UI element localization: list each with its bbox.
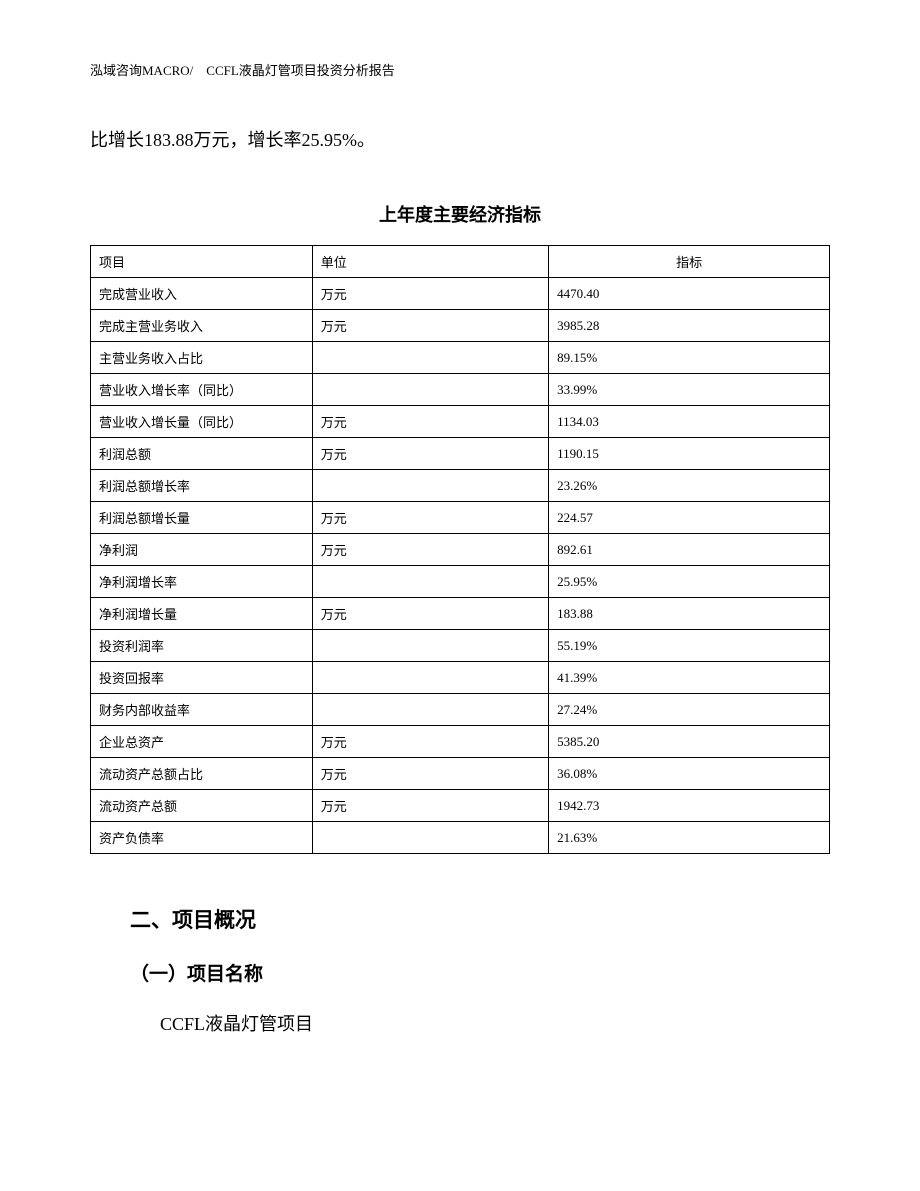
cell-unit: 万元 (312, 310, 548, 342)
cell-item: 流动资产总额占比 (91, 758, 313, 790)
table-row: 净利润万元892.61 (91, 534, 830, 566)
cell-unit: 万元 (312, 278, 548, 310)
cell-unit (312, 470, 548, 502)
col-header-item: 项目 (91, 246, 313, 278)
cell-unit (312, 630, 548, 662)
table-row: 财务内部收益率 27.24% (91, 694, 830, 726)
cell-value: 892.61 (549, 534, 830, 566)
cell-unit (312, 374, 548, 406)
table-row: 流动资产总额万元1942.73 (91, 790, 830, 822)
cell-value: 23.26% (549, 470, 830, 502)
cell-item: 净利润 (91, 534, 313, 566)
table-row: 营业收入增长量（同比）万元1134.03 (91, 406, 830, 438)
table-row: 营业收入增长率（同比） 33.99% (91, 374, 830, 406)
table-row: 资产负债率 21.63% (91, 822, 830, 854)
cell-unit (312, 822, 548, 854)
cell-unit (312, 566, 548, 598)
cell-value: 21.63% (549, 822, 830, 854)
cell-item: 完成营业收入 (91, 278, 313, 310)
cell-value: 41.39% (549, 662, 830, 694)
table-row: 投资回报率 41.39% (91, 662, 830, 694)
cell-unit: 万元 (312, 758, 548, 790)
table-row: 企业总资产万元5385.20 (91, 726, 830, 758)
section-heading: 二、项目概况 (130, 904, 830, 934)
cell-item: 营业收入增长率（同比） (91, 374, 313, 406)
cell-item: 利润总额增长量 (91, 502, 313, 534)
cell-unit: 万元 (312, 502, 548, 534)
cell-item: 流动资产总额 (91, 790, 313, 822)
cell-value: 55.19% (549, 630, 830, 662)
table-row: 主营业务收入占比 89.15% (91, 342, 830, 374)
cell-value: 1942.73 (549, 790, 830, 822)
cell-unit: 万元 (312, 406, 548, 438)
col-header-unit: 单位 (312, 246, 548, 278)
cell-unit: 万元 (312, 790, 548, 822)
project-name-text: CCFL液晶灯管项目 (160, 1008, 830, 1040)
cell-value: 5385.20 (549, 726, 830, 758)
cell-item: 利润总额增长率 (91, 470, 313, 502)
cell-unit (312, 662, 548, 694)
table-row: 投资利润率 55.19% (91, 630, 830, 662)
cell-value: 36.08% (549, 758, 830, 790)
cell-value: 3985.28 (549, 310, 830, 342)
cell-value: 1190.15 (549, 438, 830, 470)
cell-value: 4470.40 (549, 278, 830, 310)
table-row: 完成营业收入万元4470.40 (91, 278, 830, 310)
cell-item: 主营业务收入占比 (91, 342, 313, 374)
economic-indicators-table: 项目 单位 指标 完成营业收入万元4470.40 完成主营业务收入万元3985.… (90, 245, 830, 854)
cell-unit: 万元 (312, 726, 548, 758)
cell-unit (312, 342, 548, 374)
cell-value: 183.88 (549, 598, 830, 630)
table-row: 利润总额增长率 23.26% (91, 470, 830, 502)
cell-item: 完成主营业务收入 (91, 310, 313, 342)
cell-unit (312, 694, 548, 726)
sub-heading: （一）项目名称 (130, 959, 830, 986)
table-row: 净利润增长率 25.95% (91, 566, 830, 598)
table-row: 流动资产总额占比万元36.08% (91, 758, 830, 790)
table-row: 利润总额增长量万元224.57 (91, 502, 830, 534)
cell-value: 25.95% (549, 566, 830, 598)
document-header: 泓域咨询MACRO/ CCFL液晶灯管项目投资分析报告 (90, 60, 830, 79)
cell-item: 净利润增长量 (91, 598, 313, 630)
cell-item: 投资利润率 (91, 630, 313, 662)
table-header-row: 项目 单位 指标 (91, 246, 830, 278)
cell-unit: 万元 (312, 534, 548, 566)
cell-item: 利润总额 (91, 438, 313, 470)
cell-item: 资产负债率 (91, 822, 313, 854)
cell-item: 投资回报率 (91, 662, 313, 694)
table-title: 上年度主要经济指标 (90, 201, 830, 227)
table-row: 利润总额万元1190.15 (91, 438, 830, 470)
cell-value: 33.99% (549, 374, 830, 406)
cell-unit: 万元 (312, 598, 548, 630)
cell-value: 1134.03 (549, 406, 830, 438)
intro-paragraph: 比增长183.88万元，增长率25.95%。 (90, 124, 830, 156)
table-row: 净利润增长量万元183.88 (91, 598, 830, 630)
cell-unit: 万元 (312, 438, 548, 470)
col-header-indicator: 指标 (549, 246, 830, 278)
cell-value: 27.24% (549, 694, 830, 726)
cell-value: 224.57 (549, 502, 830, 534)
table-body: 完成营业收入万元4470.40 完成主营业务收入万元3985.28 主营业务收入… (91, 278, 830, 854)
table-row: 完成主营业务收入万元3985.28 (91, 310, 830, 342)
cell-value: 89.15% (549, 342, 830, 374)
cell-item: 企业总资产 (91, 726, 313, 758)
cell-item: 财务内部收益率 (91, 694, 313, 726)
cell-item: 营业收入增长量（同比） (91, 406, 313, 438)
cell-item: 净利润增长率 (91, 566, 313, 598)
